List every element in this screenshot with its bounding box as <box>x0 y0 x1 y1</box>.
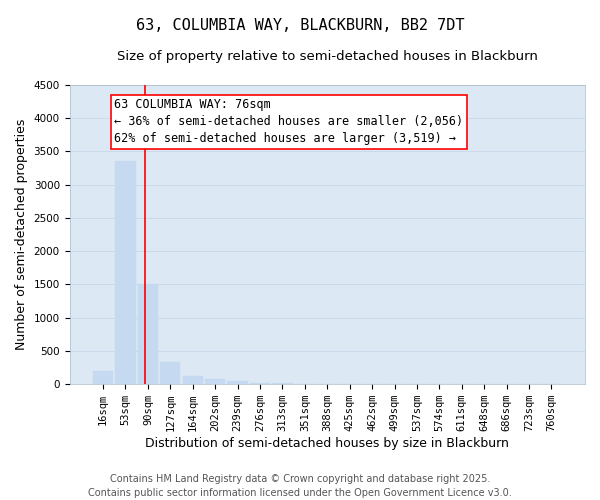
Bar <box>160 362 181 384</box>
Text: Contains HM Land Registry data © Crown copyright and database right 2025.
Contai: Contains HM Land Registry data © Crown c… <box>88 474 512 498</box>
Text: 63, COLUMBIA WAY, BLACKBURN, BB2 7DT: 63, COLUMBIA WAY, BLACKBURN, BB2 7DT <box>136 18 464 32</box>
Bar <box>272 383 293 384</box>
Text: 63 COLUMBIA WAY: 76sqm
← 36% of semi-detached houses are smaller (2,056)
62% of : 63 COLUMBIA WAY: 76sqm ← 36% of semi-det… <box>114 98 463 146</box>
Bar <box>227 381 248 384</box>
Bar <box>182 376 203 384</box>
Title: Size of property relative to semi-detached houses in Blackburn: Size of property relative to semi-detach… <box>117 50 538 63</box>
X-axis label: Distribution of semi-detached houses by size in Blackburn: Distribution of semi-detached houses by … <box>145 437 509 450</box>
Bar <box>115 161 136 384</box>
Bar <box>250 382 270 384</box>
Bar <box>138 284 158 384</box>
Bar <box>93 372 113 384</box>
Bar <box>205 379 225 384</box>
Y-axis label: Number of semi-detached properties: Number of semi-detached properties <box>15 119 28 350</box>
